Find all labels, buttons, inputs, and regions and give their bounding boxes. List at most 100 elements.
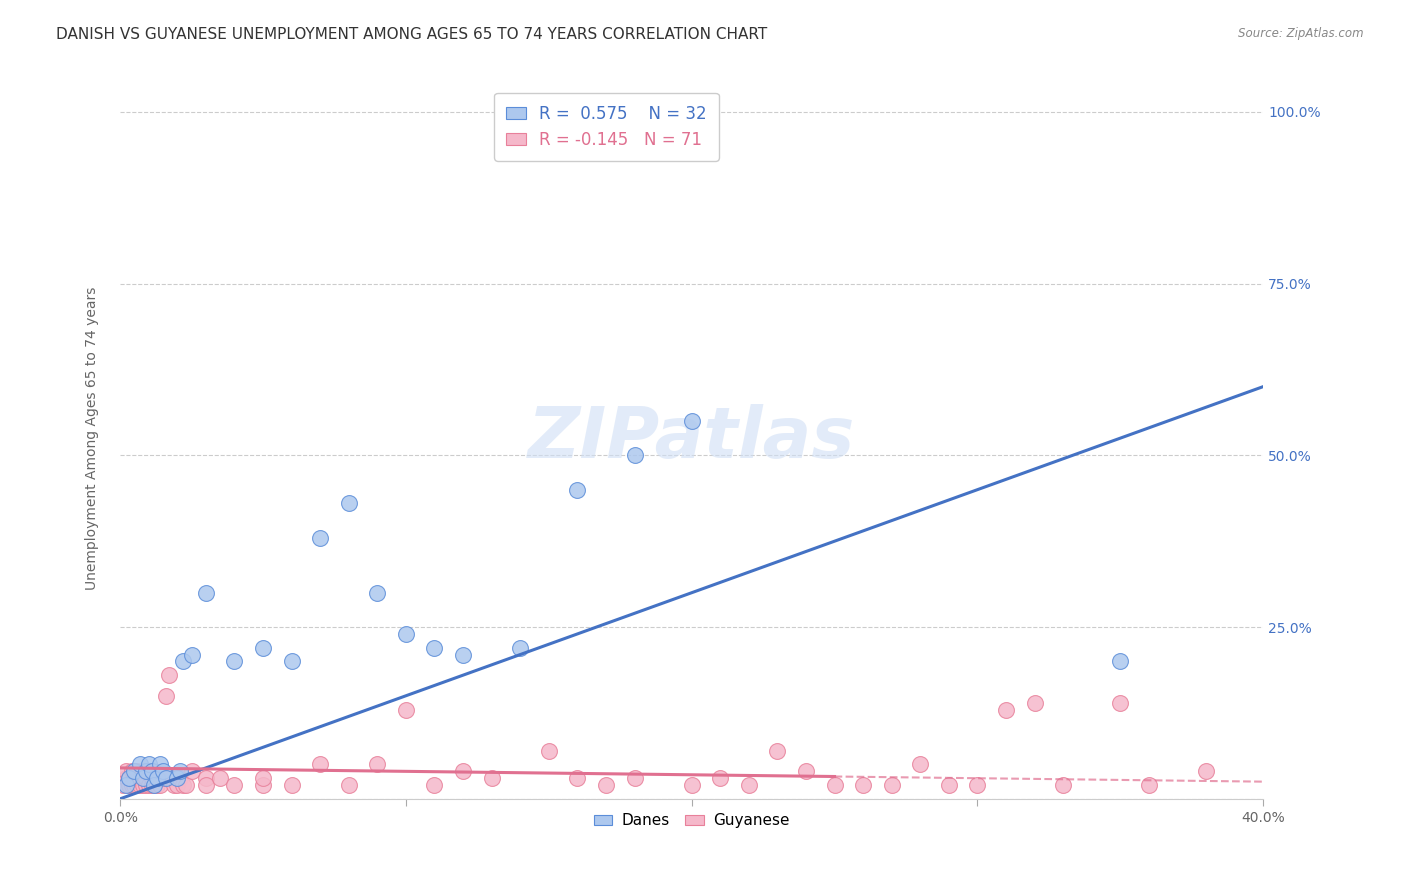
Point [567, 771, 589, 785]
Point [155, 689, 177, 703]
Text: DANISH VS GUYANESE UNEMPLOYMENT AMONG AGES 65 TO 74 YEARS CORRELATION CHART: DANISH VS GUYANESE UNEMPLOYMENT AMONG AG… [56, 27, 768, 42]
Point [252, 778, 274, 792]
Point [938, 778, 960, 792]
Point [146, 771, 169, 785]
Point [138, 757, 160, 772]
Point [127, 778, 149, 792]
Point [824, 778, 846, 792]
Point [152, 771, 174, 785]
Point [141, 764, 163, 779]
Point [280, 655, 302, 669]
Point [180, 648, 202, 662]
Point [995, 702, 1018, 716]
Point [127, 764, 149, 779]
Point [121, 764, 143, 779]
Point [129, 771, 152, 785]
Point [138, 764, 160, 779]
Point [423, 640, 446, 655]
Point [337, 496, 360, 510]
Point [157, 668, 180, 682]
Point [163, 778, 186, 792]
Point [309, 757, 332, 772]
Point [1024, 696, 1046, 710]
Point [309, 531, 332, 545]
Point [129, 757, 152, 772]
Point [155, 771, 177, 785]
Point [115, 764, 138, 779]
Point [152, 764, 174, 779]
Point [366, 757, 388, 772]
Point [172, 778, 194, 792]
Point [224, 778, 246, 792]
Point [280, 778, 302, 792]
Point [766, 744, 789, 758]
Point [129, 778, 152, 792]
Point [169, 764, 191, 779]
Point [146, 771, 169, 785]
Point [337, 778, 360, 792]
Point [681, 414, 703, 428]
Point [194, 771, 217, 785]
Text: ZIPatlas: ZIPatlas [529, 404, 855, 473]
Point [135, 778, 157, 792]
Point [794, 764, 817, 779]
Point [567, 483, 589, 497]
Point [132, 778, 155, 792]
Point [143, 764, 166, 779]
Point [623, 448, 645, 462]
Point [194, 778, 217, 792]
Point [738, 778, 761, 792]
Point [1052, 778, 1074, 792]
Point [180, 764, 202, 779]
Point [132, 771, 155, 785]
Point [141, 778, 163, 792]
Point [595, 778, 617, 792]
Point [146, 778, 169, 792]
Point [121, 778, 143, 792]
Point [143, 778, 166, 792]
Point [132, 764, 155, 779]
Point [709, 771, 731, 785]
Point [224, 655, 246, 669]
Point [481, 771, 503, 785]
Point [149, 757, 172, 772]
Point [681, 778, 703, 792]
Point [395, 702, 418, 716]
Point [623, 771, 645, 785]
Text: Source: ZipAtlas.com: Source: ZipAtlas.com [1239, 27, 1364, 40]
Point [124, 764, 146, 779]
Point [366, 585, 388, 599]
Point [118, 778, 141, 792]
Point [166, 771, 188, 785]
Point [160, 771, 183, 785]
Point [252, 640, 274, 655]
Point [910, 757, 932, 772]
Point [252, 771, 274, 785]
Point [509, 640, 531, 655]
Point [124, 778, 146, 792]
Point [194, 585, 217, 599]
Point [174, 778, 197, 792]
Point [451, 648, 474, 662]
Point [172, 655, 194, 669]
Point [1109, 655, 1132, 669]
Point [115, 778, 138, 792]
Y-axis label: Unemployment Among Ages 65 to 74 years: Unemployment Among Ages 65 to 74 years [86, 286, 100, 590]
Point [138, 778, 160, 792]
Point [135, 771, 157, 785]
Point [166, 778, 188, 792]
Legend: Danes, Guyanese: Danes, Guyanese [588, 807, 796, 835]
Point [118, 771, 141, 785]
Point [1109, 696, 1132, 710]
Point [118, 771, 141, 785]
Point [423, 778, 446, 792]
Point [209, 771, 232, 785]
Point [1137, 778, 1160, 792]
Point [395, 627, 418, 641]
Point [880, 778, 903, 792]
Point [135, 764, 157, 779]
Point [1195, 764, 1218, 779]
Point [143, 778, 166, 792]
Point [141, 771, 163, 785]
Point [111, 778, 134, 792]
